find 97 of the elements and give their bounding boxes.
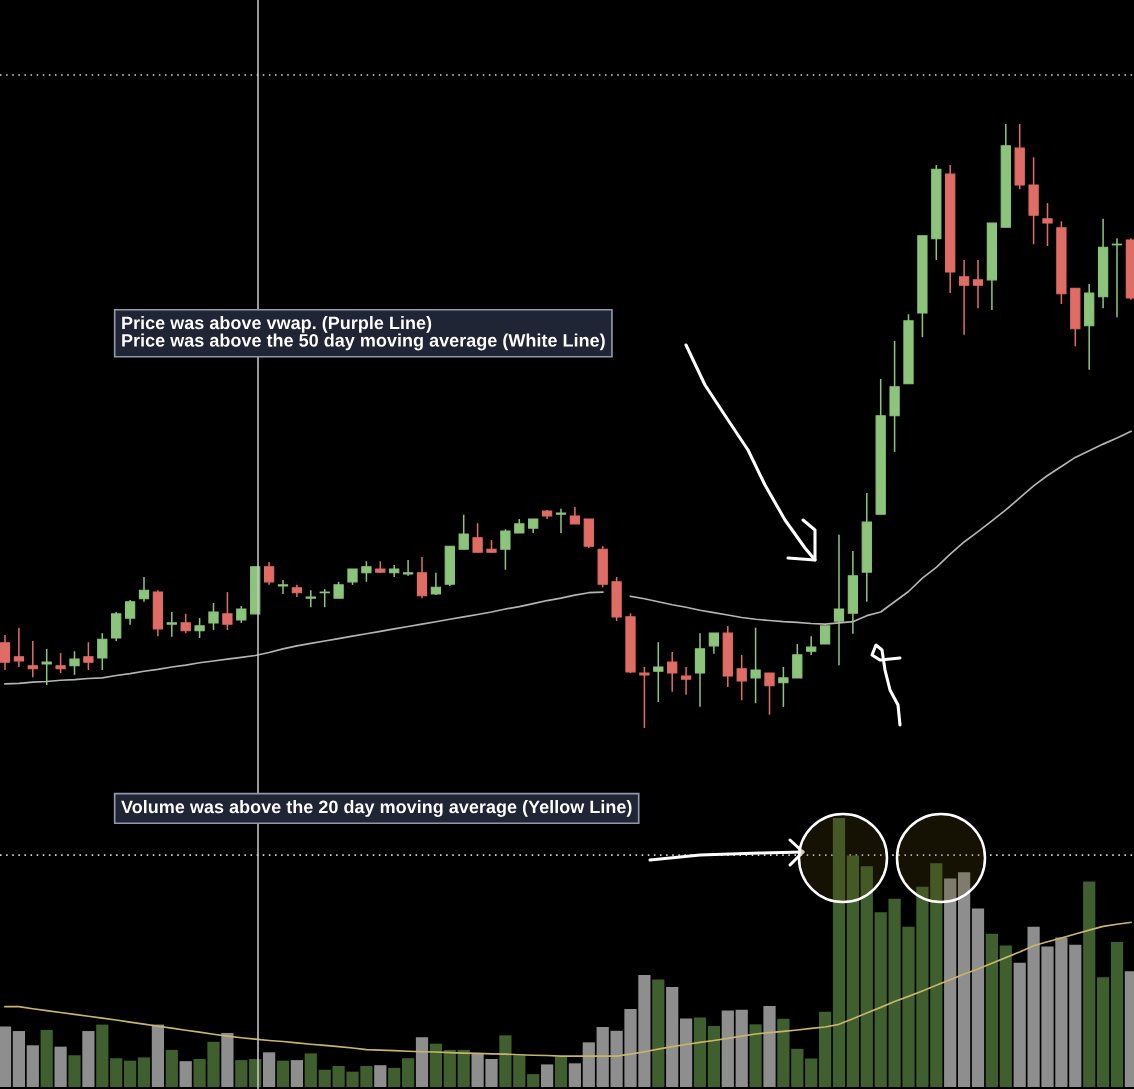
bar — [749, 1024, 762, 1087]
bar — [0, 1026, 12, 1087]
candlestick — [97, 632, 108, 671]
candlestick — [458, 514, 469, 550]
candlestick — [83, 641, 94, 671]
candlestick — [792, 643, 803, 679]
bar — [110, 1058, 123, 1087]
candlestick — [653, 641, 664, 703]
bar — [415, 1037, 429, 1087]
candlestick — [222, 591, 233, 631]
bar — [568, 1063, 582, 1087]
candlestick — [680, 666, 692, 696]
bar — [401, 1058, 415, 1087]
bar — [82, 1031, 95, 1087]
bar — [679, 1018, 693, 1087]
candlestick — [667, 651, 678, 693]
candlestick — [319, 588, 330, 608]
candlestick — [305, 589, 316, 608]
bar — [40, 1029, 53, 1087]
bar — [388, 1067, 401, 1087]
candlestick — [1042, 202, 1053, 247]
candlestick — [13, 626, 25, 668]
bar — [221, 1032, 234, 1087]
bar — [944, 878, 957, 1087]
bar — [805, 1058, 818, 1087]
candlestick — [778, 666, 789, 708]
bar — [12, 1031, 26, 1087]
candlestick — [55, 652, 66, 674]
bar — [304, 1053, 317, 1087]
candlestick — [500, 528, 511, 571]
candlestick — [416, 556, 428, 599]
candlestick — [194, 617, 205, 639]
bar — [68, 1055, 81, 1087]
candlestick — [138, 576, 150, 603]
candlestick — [806, 635, 817, 656]
candlestick — [41, 648, 52, 686]
bar — [721, 1010, 734, 1087]
candlestick — [69, 650, 80, 676]
bar — [54, 1046, 67, 1087]
bar — [666, 986, 679, 1087]
bar — [652, 979, 665, 1087]
candlestick — [277, 579, 289, 595]
bar — [179, 1061, 192, 1087]
candlestick — [0, 634, 11, 671]
bar — [554, 1056, 568, 1087]
candlestick — [361, 560, 372, 583]
candlestick — [750, 626, 761, 705]
bar — [26, 1045, 39, 1087]
candlestick — [736, 654, 747, 701]
bar — [707, 1025, 721, 1087]
bar — [165, 1049, 178, 1087]
bar — [846, 855, 860, 1087]
bar — [582, 1042, 595, 1087]
candlestick — [555, 507, 567, 534]
text: Volume was above the 20 day moving average (Yellow Line) — [121, 800, 632, 817]
candlestick — [972, 259, 984, 309]
bar — [957, 872, 971, 1087]
candlestick — [27, 640, 38, 679]
bar — [123, 1060, 137, 1087]
candlestick — [180, 613, 191, 634]
bar — [540, 1064, 554, 1087]
candlestick — [402, 559, 414, 577]
bar — [151, 1024, 165, 1087]
candlestick — [958, 259, 970, 336]
bar — [262, 1052, 276, 1087]
bar — [985, 933, 999, 1087]
bar — [374, 1065, 387, 1087]
candlestick — [819, 625, 831, 645]
bar — [999, 945, 1012, 1087]
bar — [137, 1057, 151, 1087]
candlestick — [833, 533, 845, 666]
bar — [971, 908, 985, 1087]
candlestick — [708, 632, 720, 655]
bar — [443, 1049, 456, 1087]
bar — [276, 1060, 290, 1087]
bar — [527, 1074, 540, 1087]
candlestick — [263, 561, 275, 586]
annotation: Price was above vwap. (Purple Line) Price was above the 50 day moving average (White Line) — [122, 316, 605, 351]
bar — [860, 866, 873, 1087]
candlestick — [208, 602, 219, 631]
bar — [763, 1006, 776, 1087]
candlestick — [124, 599, 136, 626]
bar — [235, 1060, 248, 1087]
bar — [735, 1009, 748, 1087]
candlestick — [764, 672, 775, 716]
candlestick — [472, 522, 483, 554]
bar — [96, 1024, 109, 1087]
bar — [457, 1049, 470, 1087]
bar — [1083, 881, 1096, 1087]
bar — [429, 1043, 443, 1087]
bar — [832, 818, 846, 1087]
bar — [818, 1011, 832, 1087]
candlestick — [639, 666, 650, 729]
candlestick — [166, 611, 177, 638]
bar — [290, 1060, 304, 1087]
bar — [693, 1017, 707, 1087]
bar — [1096, 977, 1110, 1087]
